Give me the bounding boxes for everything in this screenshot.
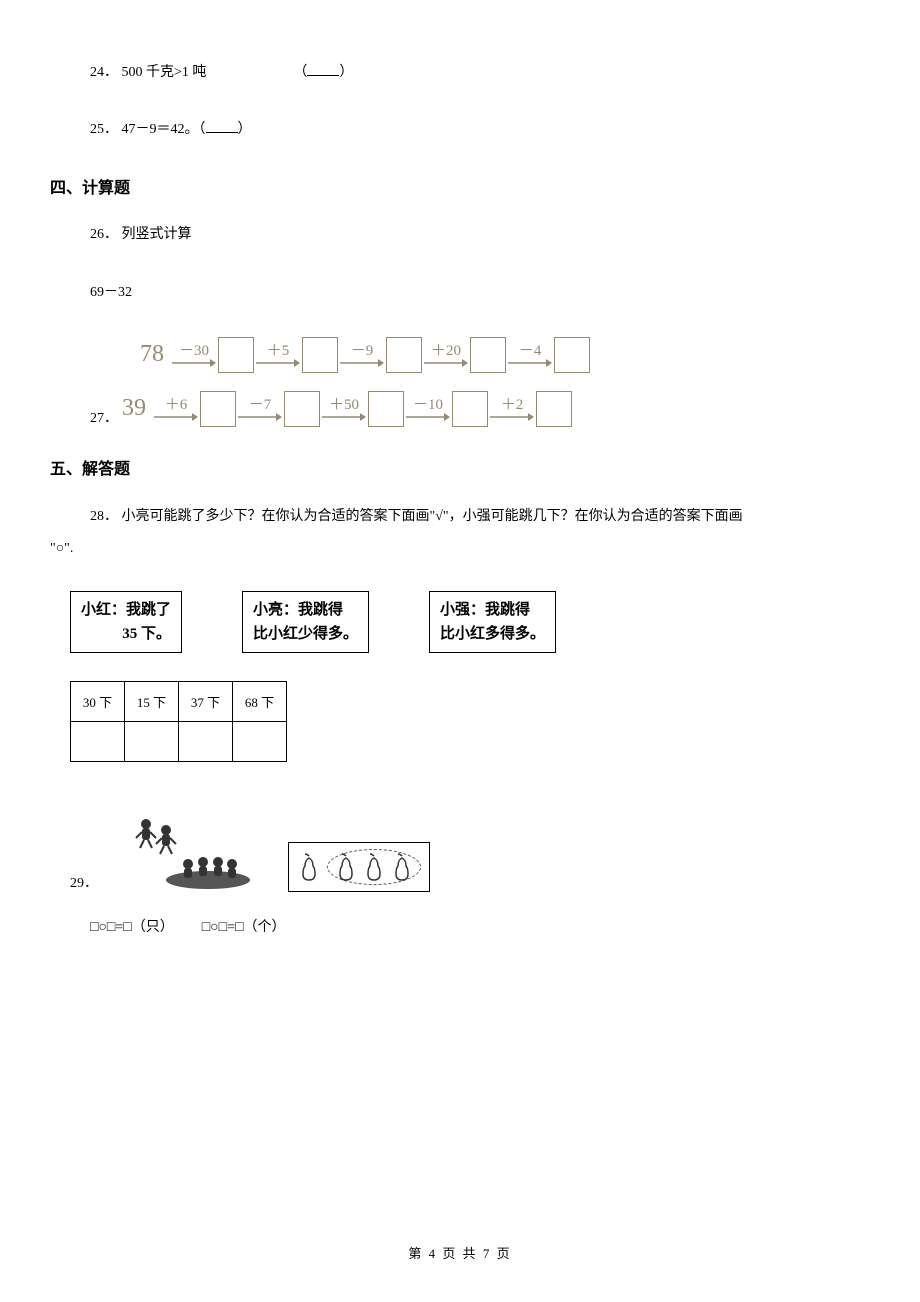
chain1-start: 78 (140, 341, 164, 368)
option-cell: 68 下 (233, 681, 287, 721)
option-cell: 15 下 (125, 681, 179, 721)
pears-box (288, 842, 430, 892)
chain2-box-5[interactable] (536, 391, 572, 427)
q25-right: ） (238, 122, 252, 137)
arrow-icon (424, 356, 468, 370)
arrow-icon (256, 356, 300, 370)
arrow-icon (172, 356, 216, 370)
chain1-box-5[interactable] (554, 337, 590, 373)
arrow-icon (406, 410, 450, 424)
speech-line: 比小红少得多。 (253, 622, 358, 646)
arrow-icon (490, 410, 534, 424)
chain1-box-1[interactable] (218, 337, 254, 373)
speech-line: 35 下。 (81, 622, 171, 646)
q29-equations: □○□=□（只） □○□=□（个） (90, 916, 870, 936)
q29-number: 29． (70, 872, 98, 892)
q26-number: 26． (90, 227, 118, 242)
question-24: 24． 500 千克>1 吨 （ ） (90, 60, 870, 85)
question-26: 26． 列竖式计算 (90, 222, 870, 247)
monkeys-icon (128, 812, 258, 892)
question-28: 28． 小亮可能跳了多少下？在你认为合适的答案下面画"√"，小强可能跳几下？在你… (90, 503, 870, 531)
chain2-start: 39 (122, 395, 146, 422)
speech-xiaoqiang: 小强：我跳得 比小红多得多。 (429, 591, 556, 653)
speech-line: 小强：我跳得 (440, 598, 545, 622)
arrow-group: ＋5 (256, 339, 300, 370)
q25-text: 47－9＝42。（ (122, 122, 206, 137)
arrow-icon (340, 356, 384, 370)
arrow-icon (508, 356, 552, 370)
chain2-box-3[interactable] (368, 391, 404, 427)
speech-line: 小亮：我跳得 (253, 598, 358, 622)
speech-line: 小红：我跳了 (81, 598, 171, 622)
pear-icon (334, 852, 358, 882)
arrow-group: －7 (238, 393, 282, 424)
q24-text: 500 千克>1 吨 (122, 65, 207, 80)
arrow-group: ＋6 (154, 393, 198, 424)
chain2-box-2[interactable] (284, 391, 320, 427)
option-cell: 37 下 (179, 681, 233, 721)
arrow-icon (154, 410, 198, 424)
section-5-title: 五、解答题 (50, 455, 870, 479)
arrow-icon (238, 410, 282, 424)
answer-cell[interactable] (179, 721, 233, 761)
chain2-box-1[interactable] (200, 391, 236, 427)
arrow-group: ＋2 (490, 393, 534, 424)
q29-illustrations: 29． (70, 812, 870, 892)
arrow-group: －10 (406, 393, 450, 424)
pear-icon (362, 852, 386, 882)
arrow-group: －30 (172, 339, 216, 370)
q28-text-b: "○". (50, 535, 870, 563)
dashed-oval (327, 849, 421, 885)
chain-2: 39 ＋6 －7 ＋50 －10 ＋2 (122, 391, 572, 427)
speech-line: 比小红多得多。 (440, 622, 545, 646)
chain1-box-2[interactable] (302, 337, 338, 373)
speech-xiaohong: 小红：我跳了 35 下。 (70, 591, 182, 653)
arrow-group: －4 (508, 339, 552, 370)
pear-icon (297, 852, 321, 882)
chain-2-row: 27． 39 ＋6 －7 ＋50 －10 ＋2 (50, 391, 572, 427)
table-row (71, 721, 287, 761)
q24-number: 24． (90, 65, 118, 80)
q26-text: 列竖式计算 (122, 227, 192, 242)
page-footer: 第 4 页 共 7 页 (0, 1243, 920, 1262)
option-cell: 30 下 (71, 681, 125, 721)
q27-number: 27． (90, 407, 118, 427)
paren-right: ） (339, 65, 353, 80)
arrow-group: ＋50 (322, 393, 366, 424)
speech-xiaoliang: 小亮：我跳得 比小红少得多。 (242, 591, 369, 653)
question-25: 25． 47－9＝42。（ ） (90, 117, 870, 142)
answer-cell[interactable] (125, 721, 179, 761)
section-4-title: 四、计算题 (50, 174, 870, 198)
q28-text-a: 小亮可能跳了多少下？在你认为合适的答案下面画"√"，小强可能跳几下？在你认为合适… (122, 509, 743, 524)
q25-number: 25． (90, 122, 118, 137)
chain-1: 78 －30 ＋5 －9 ＋20 －4 (140, 337, 870, 373)
chain1-box-3[interactable] (386, 337, 422, 373)
q25-blank[interactable] (206, 132, 238, 133)
pear-icon (390, 852, 414, 882)
answer-table: 30 下 15 下 37 下 68 下 (70, 681, 287, 762)
q26-equation: 69－32 (90, 280, 870, 305)
arrow-icon (322, 410, 366, 424)
answer-cell[interactable] (71, 721, 125, 761)
table-row: 30 下 15 下 37 下 68 下 (71, 681, 287, 721)
arrow-group: －9 (340, 339, 384, 370)
chain1-box-4[interactable] (470, 337, 506, 373)
arrow-group: ＋20 (424, 339, 468, 370)
paren-left: （ (293, 65, 307, 80)
q24-blank[interactable] (307, 75, 339, 76)
chain2-box-4[interactable] (452, 391, 488, 427)
answer-cell[interactable] (233, 721, 287, 761)
q28-number: 28． (90, 509, 118, 524)
speech-row: 小红：我跳了 35 下。 小亮：我跳得 比小红少得多。 小强：我跳得 比小红多得… (70, 591, 870, 653)
